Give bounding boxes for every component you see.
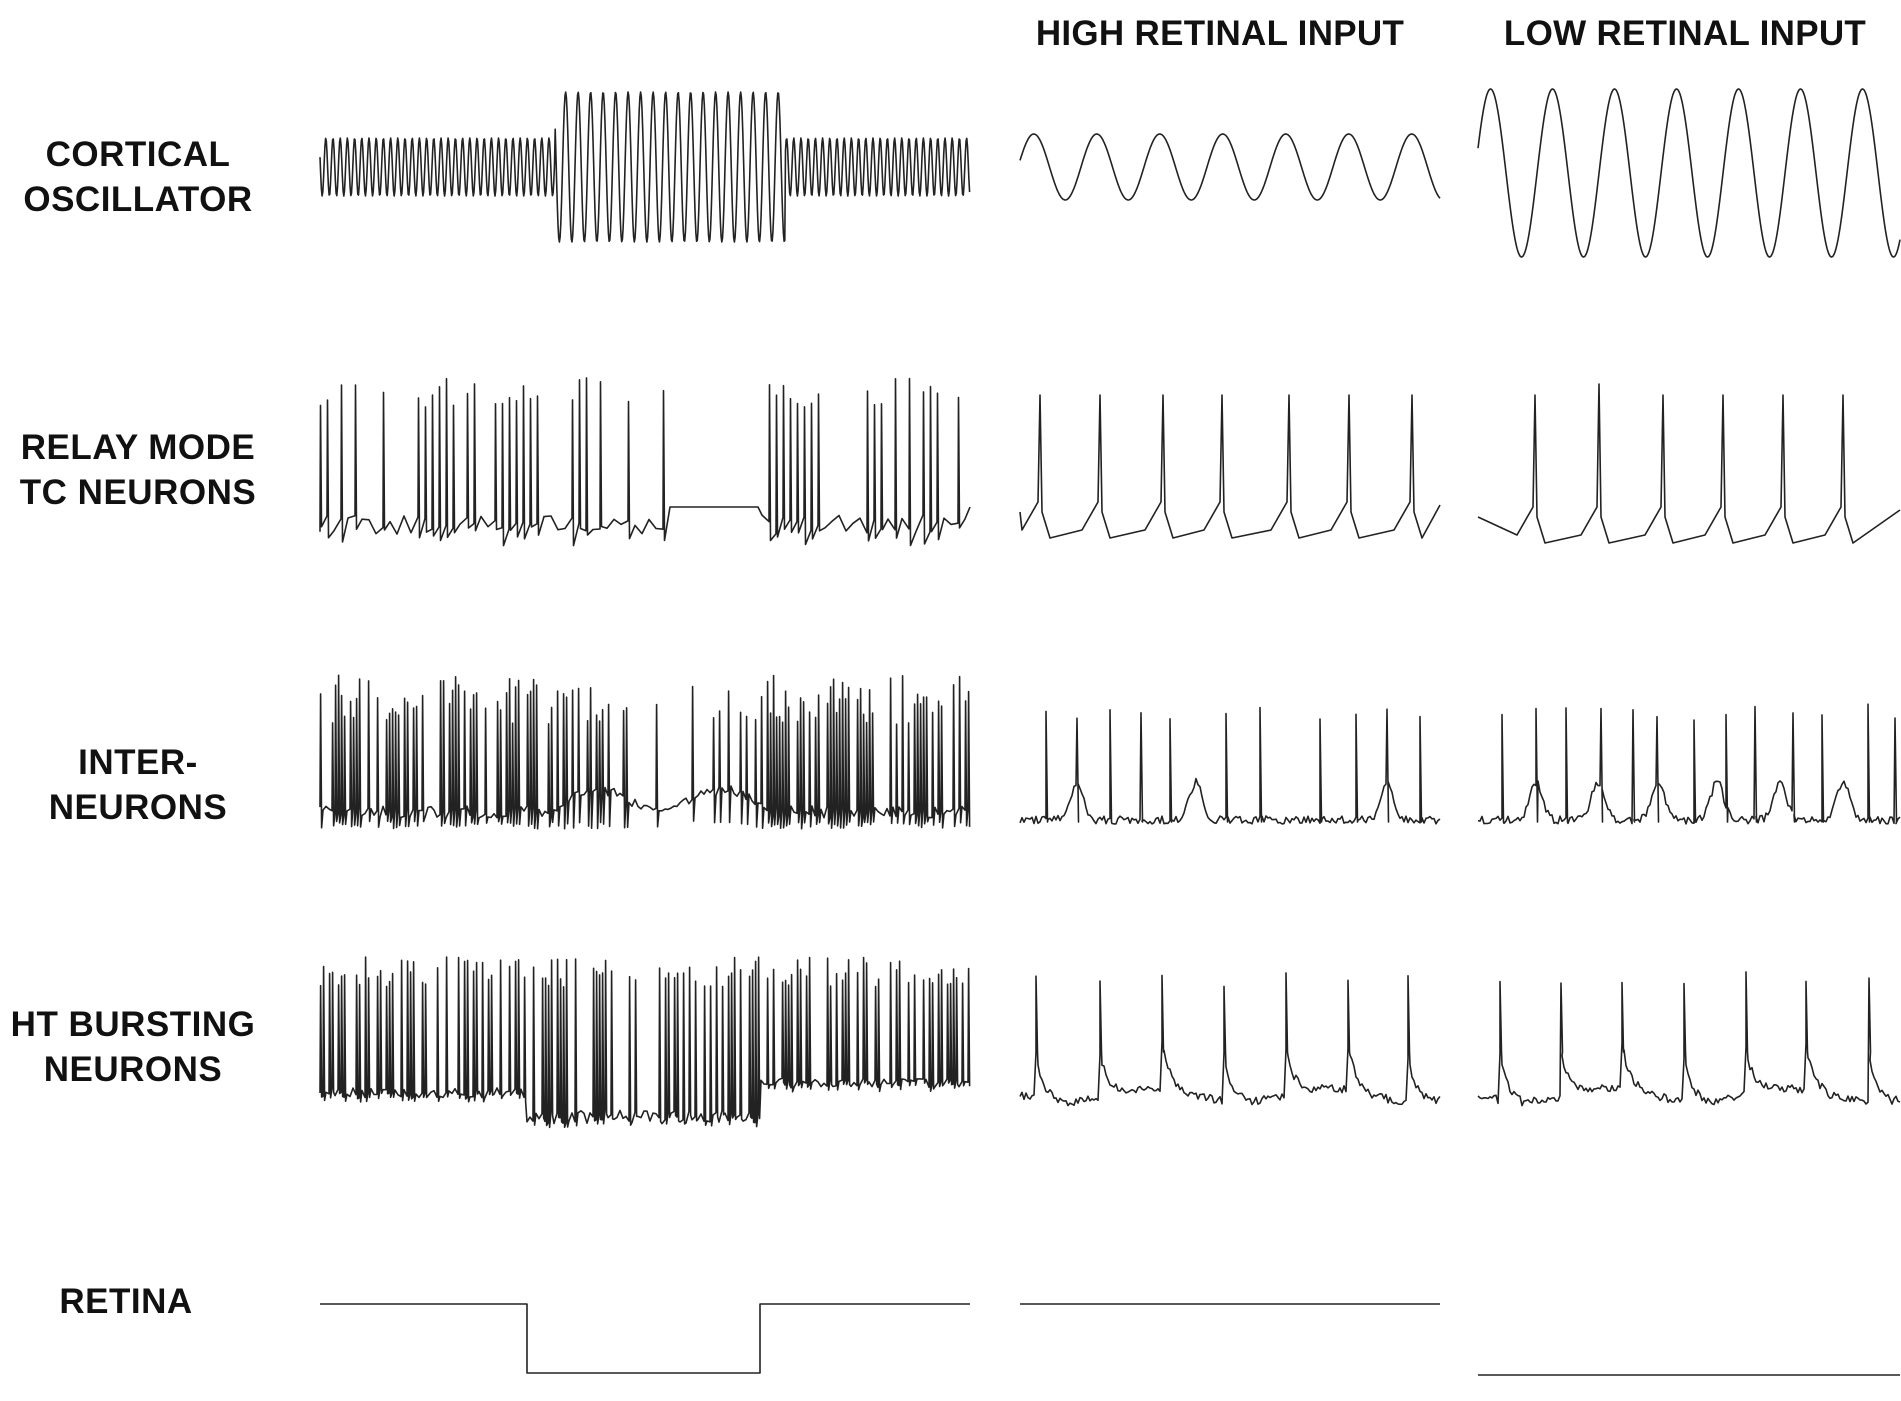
row-label-line: HT BURSTING	[10, 1005, 256, 1044]
column-header-high-retinal-input: HIGH RETINAL INPUT	[1035, 14, 1405, 53]
interneurons-trace-high	[1019, 706, 1441, 825]
row-label-retina: RETINA	[0, 1279, 252, 1324]
row-label-interneurons: INTER- NEURONS	[0, 740, 276, 830]
ht-bursting-trace-high	[1019, 972, 1441, 1107]
interneurons-trace-main	[319, 674, 971, 830]
row-label-ht-bursting-neurons: HT BURSTING NEURONS	[0, 1002, 266, 1092]
retina-trace-main	[320, 1303, 970, 1374]
relay-mode-trace-main	[319, 377, 971, 547]
row-label-line: RELAY MODE	[20, 428, 256, 467]
cortical-oscillator-trace-low	[1477, 88, 1901, 258]
relay-mode-trace-low	[1477, 383, 1901, 544]
row-label-line: NEURONS	[48, 788, 228, 827]
relay-mode-trace-high	[1019, 394, 1441, 539]
row-label-line: OSCILLATOR	[23, 180, 253, 219]
row-label-line: TC NEURONS	[19, 473, 257, 512]
cortical-oscillator-trace-main	[319, 91, 971, 243]
ht-bursting-trace-low	[1477, 971, 1901, 1107]
row-label-line: NEURONS	[43, 1050, 223, 1089]
interneurons-trace-low	[1477, 703, 1901, 825]
row-label-line: CORTICAL	[45, 135, 231, 174]
row-label-relay-mode-tc-neurons: RELAY MODE TC NEURONS	[0, 425, 276, 515]
ht-bursting-trace-main	[319, 956, 971, 1129]
row-label-line: INTER-	[78, 743, 198, 782]
cortical-oscillator-trace-high	[1019, 133, 1441, 201]
row-label-cortical-oscillator: CORTICAL OSCILLATOR	[0, 132, 276, 222]
row-label-line: RETINA	[59, 1282, 193, 1321]
column-header-low-retinal-input: LOW RETINAL INPUT	[1503, 14, 1867, 53]
